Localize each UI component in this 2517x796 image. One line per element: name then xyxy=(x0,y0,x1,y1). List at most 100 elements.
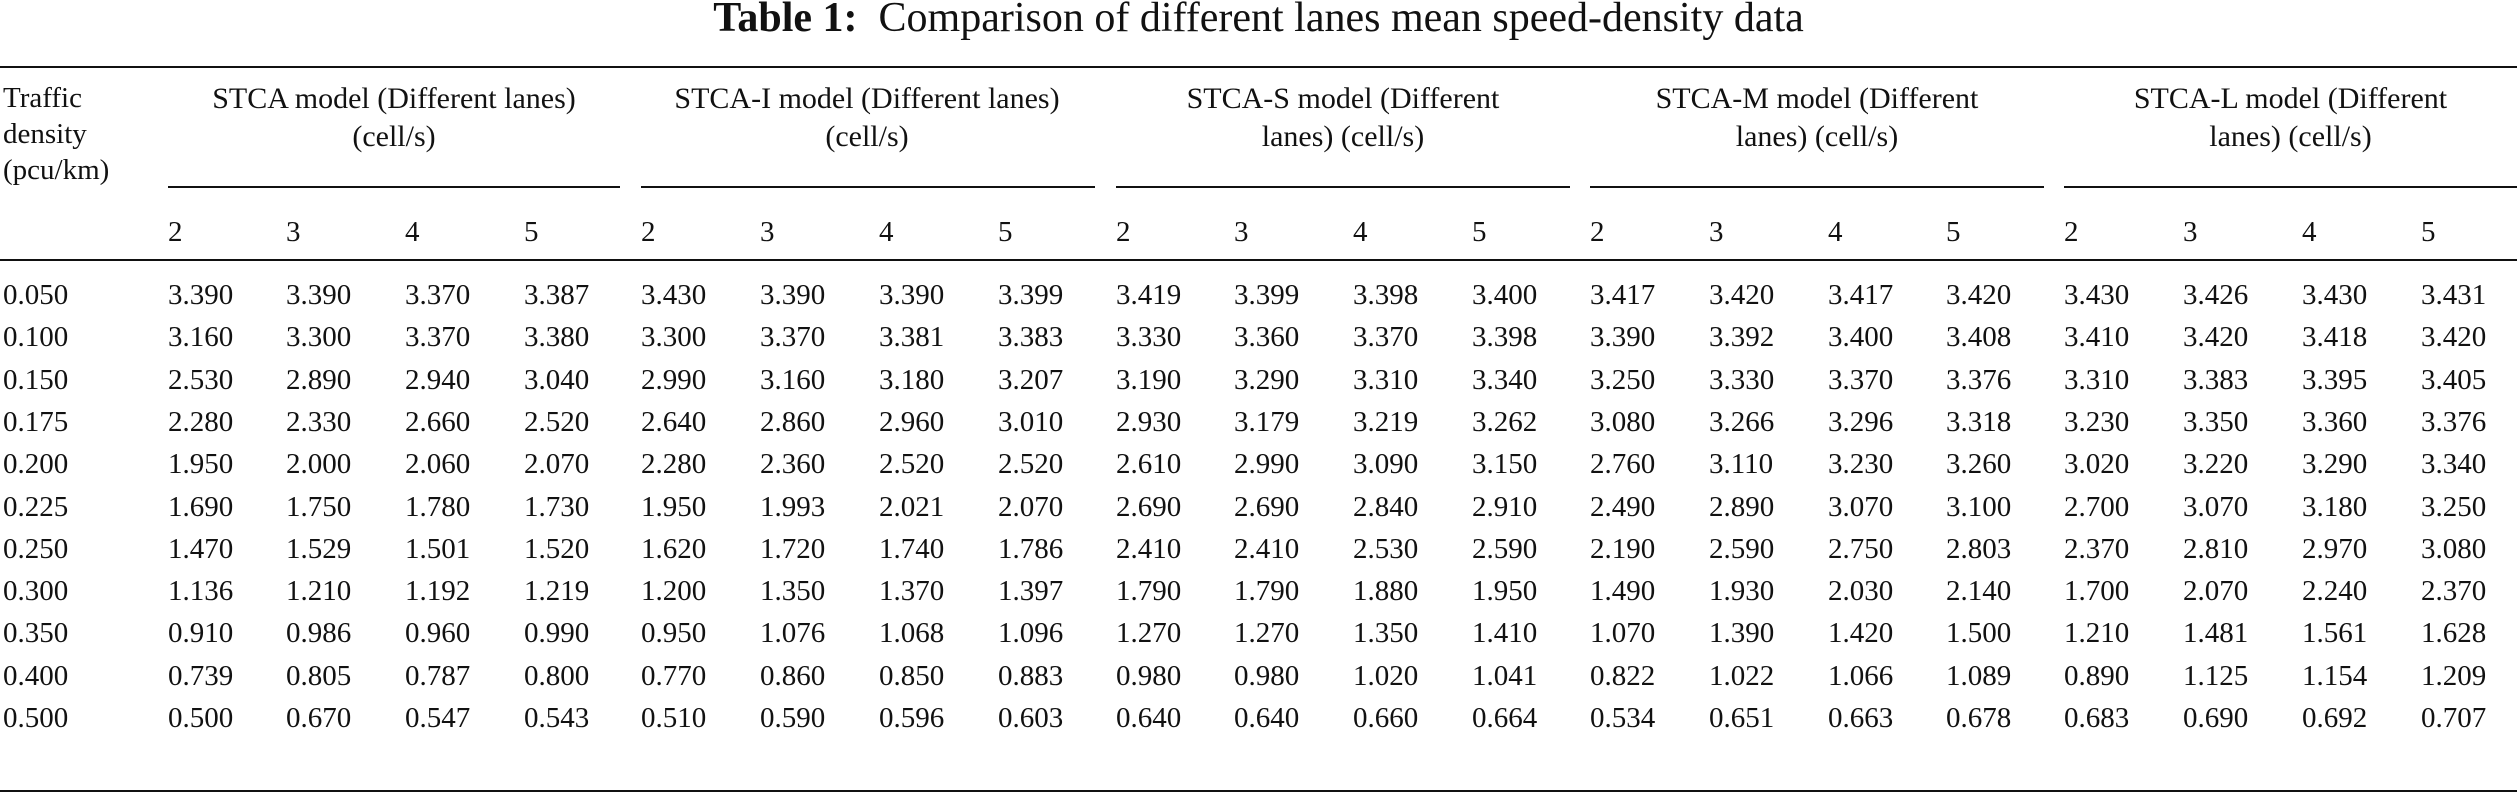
group-title-line: (cell/s) xyxy=(825,120,909,153)
speed-cell: 0.860 xyxy=(760,660,826,692)
group-title-line: lanes) (cell/s) xyxy=(1735,120,1899,153)
speed-cell: 1.350 xyxy=(760,575,826,607)
density-cell: 0.150 xyxy=(3,364,69,396)
speed-cell: 0.640 xyxy=(1116,702,1182,734)
speed-cell: 1.068 xyxy=(879,617,945,649)
lane-header: 5 xyxy=(2421,216,2436,248)
speed-cell: 1.350 xyxy=(1353,617,1419,649)
lane-header: 4 xyxy=(1353,216,1368,248)
group-title-line: (cell/s) xyxy=(352,120,436,153)
speed-cell: 2.000 xyxy=(286,448,352,480)
speed-cell: 3.070 xyxy=(1828,491,1894,523)
speed-cell: 1.490 xyxy=(1590,575,1656,607)
density-column-header: Traffic density (pcu/km) xyxy=(3,80,109,188)
table-title: Comparison of different lanes mean speed… xyxy=(878,0,1804,41)
speed-cell: 0.960 xyxy=(405,617,471,649)
speed-cell: 3.383 xyxy=(998,321,1064,353)
top-rule xyxy=(0,66,2517,68)
speed-cell: 3.350 xyxy=(2183,406,2249,438)
speed-cell: 0.596 xyxy=(879,702,945,734)
speed-cell: 0.822 xyxy=(1590,660,1656,692)
speed-cell: 3.420 xyxy=(2183,321,2249,353)
speed-cell: 2.860 xyxy=(760,406,826,438)
group-title-line: lanes) (cell/s) xyxy=(2209,120,2372,153)
speed-cell: 3.390 xyxy=(1590,321,1656,353)
density-cell: 0.300 xyxy=(3,575,69,607)
speed-cell: 3.266 xyxy=(1709,406,1775,438)
lane-header: 4 xyxy=(2302,216,2317,248)
speed-cell: 2.370 xyxy=(2421,575,2487,607)
lane-header: 4 xyxy=(405,216,420,248)
speed-cell: 0.547 xyxy=(405,702,471,734)
speed-cell: 3.080 xyxy=(2421,533,2487,565)
speed-cell: 2.970 xyxy=(2302,533,2368,565)
speed-cell: 1.470 xyxy=(168,533,234,565)
speed-cell: 0.850 xyxy=(879,660,945,692)
speed-cell: 2.021 xyxy=(879,491,945,523)
speed-cell: 1.529 xyxy=(286,533,352,565)
speed-cell: 3.250 xyxy=(1590,364,1656,396)
speed-cell: 0.651 xyxy=(1709,702,1775,734)
speed-cell: 2.490 xyxy=(1590,491,1656,523)
density-header-line: (pcu/km) xyxy=(3,154,110,186)
speed-cell: 2.240 xyxy=(2302,575,2368,607)
lane-header: 3 xyxy=(2183,216,2198,248)
speed-cell: 3.100 xyxy=(1946,491,2012,523)
speed-cell: 1.930 xyxy=(1709,575,1775,607)
speed-cell: 1.993 xyxy=(760,491,826,523)
speed-cell: 2.750 xyxy=(1828,533,1894,565)
lane-header: 2 xyxy=(1116,216,1131,248)
group-title-line: lanes) (cell/s) xyxy=(1261,120,1425,153)
speed-cell: 2.803 xyxy=(1946,533,2012,565)
lane-header: 5 xyxy=(998,216,1013,248)
speed-cell: 3.408 xyxy=(1946,321,2012,353)
speed-cell: 1.561 xyxy=(2302,617,2368,649)
speed-cell: 3.360 xyxy=(2302,406,2368,438)
speed-cell: 1.209 xyxy=(2421,660,2487,692)
speed-cell: 0.640 xyxy=(1234,702,1300,734)
speed-cell: 2.070 xyxy=(998,491,1064,523)
speed-cell: 2.280 xyxy=(168,406,234,438)
speed-cell: 3.370 xyxy=(1353,321,1419,353)
speed-cell: 3.430 xyxy=(2302,279,2368,311)
speed-cell: 3.160 xyxy=(760,364,826,396)
speed-cell: 1.950 xyxy=(168,448,234,480)
speed-cell: 0.670 xyxy=(286,702,352,734)
speed-cell: 2.360 xyxy=(760,448,826,480)
speed-cell: 3.370 xyxy=(1828,364,1894,396)
speed-cell: 1.270 xyxy=(1234,617,1300,649)
speed-cell: 2.640 xyxy=(641,406,707,438)
speed-cell: 3.207 xyxy=(998,364,1064,396)
speed-cell: 3.390 xyxy=(760,279,826,311)
speed-cell: 3.417 xyxy=(1590,279,1656,311)
speed-cell: 1.420 xyxy=(1828,617,1894,649)
speed-cell: 2.410 xyxy=(1116,533,1182,565)
speed-cell: 3.426 xyxy=(2183,279,2249,311)
speed-cell: 1.501 xyxy=(405,533,471,565)
speed-cell: 3.300 xyxy=(286,321,352,353)
speed-cell: 1.950 xyxy=(641,491,707,523)
speed-cell: 3.310 xyxy=(2064,364,2130,396)
density-cell: 0.175 xyxy=(3,406,69,438)
speed-cell: 3.399 xyxy=(1234,279,1300,311)
speed-cell: 2.590 xyxy=(1472,533,1538,565)
group-rule xyxy=(168,186,620,188)
speed-cell: 1.125 xyxy=(2183,660,2249,692)
speed-cell: 3.390 xyxy=(168,279,234,311)
speed-cell: 3.262 xyxy=(1472,406,1538,438)
speed-cell: 1.700 xyxy=(2064,575,2130,607)
speed-cell: 3.431 xyxy=(2421,279,2487,311)
speed-cell: 2.990 xyxy=(641,364,707,396)
group-header-stca-m: STCA-M model (Different lanes) (cell/s) xyxy=(1590,80,2044,156)
speed-cell: 3.400 xyxy=(1472,279,1538,311)
speed-cell: 0.950 xyxy=(641,617,707,649)
speed-cell: 2.890 xyxy=(286,364,352,396)
speed-cell: 0.692 xyxy=(2302,702,2368,734)
speed-cell: 3.400 xyxy=(1828,321,1894,353)
speed-cell: 3.010 xyxy=(998,406,1064,438)
lane-header: 5 xyxy=(1946,216,1961,248)
speed-cell: 2.840 xyxy=(1353,491,1419,523)
speed-cell: 1.270 xyxy=(1116,617,1182,649)
speed-cell: 2.280 xyxy=(641,448,707,480)
speed-cell: 0.510 xyxy=(641,702,707,734)
